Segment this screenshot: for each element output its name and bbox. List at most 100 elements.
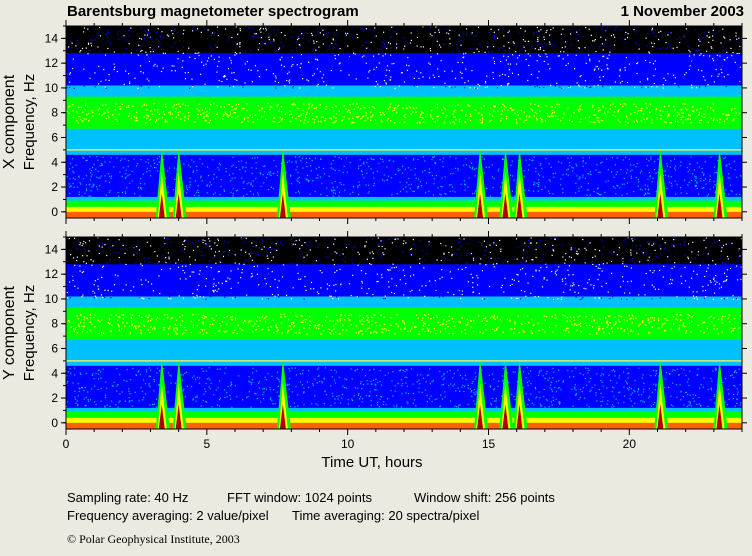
band-yellow-speck: [288, 114, 291, 116]
noise-speck: [90, 172, 92, 174]
band-yellow-speck: [726, 117, 728, 120]
noise-speck: [212, 58, 214, 60]
noise-speck: [704, 161, 706, 163]
noise-speck: [460, 39, 462, 41]
noise-speck: [148, 384, 150, 386]
noise-speck: [113, 63, 115, 65]
noise-speck: [633, 238, 636, 240]
noise-speck: [684, 298, 687, 300]
noise-speck: [628, 77, 631, 80]
noise-speck: [256, 265, 259, 267]
noise-speck: [379, 85, 382, 88]
noise-speck: [182, 46, 185, 48]
noise-speck: [500, 60, 502, 63]
noise-speck: [327, 246, 329, 249]
noise-speck: [224, 250, 226, 252]
noise-speck: [140, 387, 142, 389]
noise-speck: [579, 177, 581, 179]
noise-speck: [463, 183, 466, 185]
noise-speck: [101, 266, 104, 268]
band-yellow-speck: [637, 110, 639, 112]
noise-speck: [163, 61, 166, 63]
noise-speck: [315, 291, 317, 293]
noise-speck: [362, 28, 365, 31]
noise-speck: [438, 75, 440, 78]
noise-speck: [329, 253, 332, 255]
noise-speck: [183, 240, 185, 243]
noise-speck: [209, 260, 211, 262]
noise-speck: [644, 59, 647, 62]
noise-speck: [320, 158, 322, 160]
band-yellow-speck: [187, 112, 190, 114]
noise-speck: [142, 379, 145, 381]
band-yellow-speck: [419, 121, 421, 123]
noise-speck: [696, 162, 699, 164]
noise-speck: [524, 50, 527, 52]
noise-speck: [643, 275, 645, 277]
noise-speck: [68, 46, 70, 48]
noise-speck: [422, 250, 424, 252]
noise-speck: [331, 190, 333, 192]
noise-speck: [131, 180, 133, 182]
band-yellow-speck: [179, 105, 181, 108]
noise-speck: [200, 176, 202, 179]
noise-speck: [599, 54, 601, 57]
noise-speck: [85, 188, 88, 190]
band-yellow-speck: [247, 117, 250, 119]
noise-speck: [76, 400, 78, 402]
noise-speck: [534, 296, 536, 298]
band-yellow-speck: [80, 106, 82, 109]
noise-speck: [571, 248, 573, 250]
noise-speck: [301, 292, 303, 294]
noise-speck: [606, 37, 608, 39]
noise-speck: [214, 251, 217, 253]
noise-speck: [431, 174, 433, 177]
noise-speck: [647, 188, 649, 190]
noise-speck: [251, 167, 253, 169]
noise-speck: [593, 284, 595, 287]
noise-speck: [117, 33, 119, 35]
band-yellow-speck: [646, 117, 648, 119]
noise-speck: [490, 257, 492, 259]
noise-speck: [705, 247, 707, 249]
noise-speck: [632, 270, 634, 272]
band-yellow-speck: [356, 116, 359, 119]
noise-speck: [683, 60, 686, 63]
band-yellow-speck: [319, 120, 322, 123]
noise-speck: [523, 46, 525, 48]
noise-speck: [390, 76, 392, 78]
noise-speck: [402, 165, 404, 167]
band-yellow-speck: [204, 119, 206, 121]
noise-speck: [445, 288, 447, 291]
noise-speck: [630, 177, 632, 179]
noise-speck: [362, 60, 364, 62]
noise-speck: [605, 283, 607, 285]
noise-speck: [383, 401, 385, 403]
band-yellow-speck: [261, 108, 263, 110]
noise-speck: [220, 185, 222, 187]
noise-speck: [390, 54, 392, 56]
noise-speck: [270, 251, 272, 254]
band-yellow-speck: [241, 107, 243, 109]
noise-speck: [191, 85, 194, 88]
noise-speck: [105, 87, 107, 89]
noise-speck: [632, 250, 635, 252]
noise-speck: [714, 283, 717, 285]
band-yellow-speck: [232, 109, 234, 111]
noise-speck: [223, 75, 225, 77]
noise-speck: [714, 192, 716, 194]
noise-speck: [84, 405, 86, 407]
noise-speck: [607, 180, 609, 182]
band-yellow-speck: [351, 121, 353, 123]
noise-speck: [425, 285, 427, 287]
noise-speck: [585, 249, 587, 251]
noise-speck: [240, 277, 242, 279]
noise-speck: [606, 64, 608, 66]
noise-speck: [457, 290, 459, 292]
noise-speck: [137, 371, 139, 373]
noise-speck: [128, 43, 130, 45]
noise-speck: [123, 379, 125, 381]
noise-speck: [612, 275, 614, 278]
noise-speck: [251, 275, 254, 277]
noise-speck: [408, 65, 410, 67]
